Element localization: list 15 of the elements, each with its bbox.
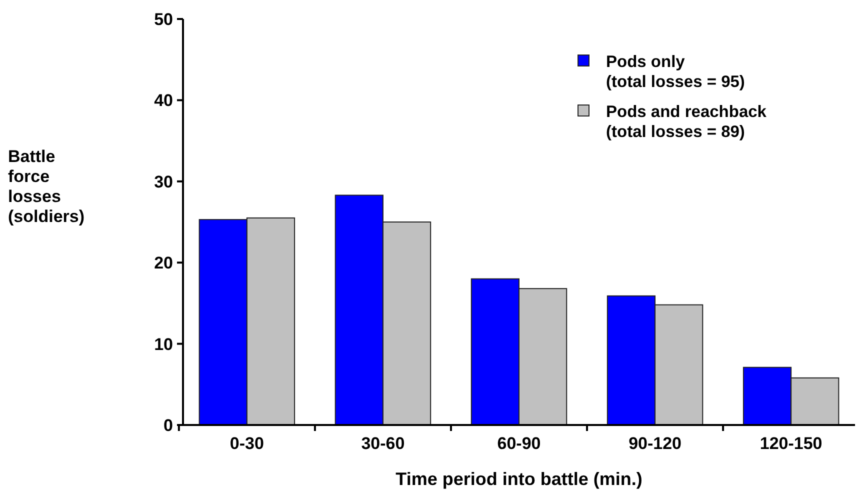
y-tick-label: 50 bbox=[154, 10, 173, 29]
x-tick-label: 60-90 bbox=[497, 434, 541, 453]
legend-label: Pods and reachback (total losses = 89) bbox=[606, 103, 768, 141]
y-axis-title: Battle force losses (soldiers) bbox=[8, 147, 85, 226]
legend-label: Pods only (total losses = 95) bbox=[606, 53, 745, 91]
x-tick-label: 90-120 bbox=[628, 434, 682, 453]
y-tick-label: 10 bbox=[154, 334, 173, 354]
x-tick-label: 30-60 bbox=[361, 434, 405, 453]
y-tick-label: 0 bbox=[164, 416, 173, 435]
y-tick-label: 40 bbox=[154, 91, 173, 110]
x-tick-label: 0-30 bbox=[230, 434, 264, 453]
y-tick-label: 20 bbox=[154, 254, 173, 273]
x-axis-title: Time period into battle (min.) bbox=[396, 469, 642, 489]
x-tick-label: 120-150 bbox=[760, 434, 822, 453]
y-tick-label: 30 bbox=[154, 172, 173, 192]
